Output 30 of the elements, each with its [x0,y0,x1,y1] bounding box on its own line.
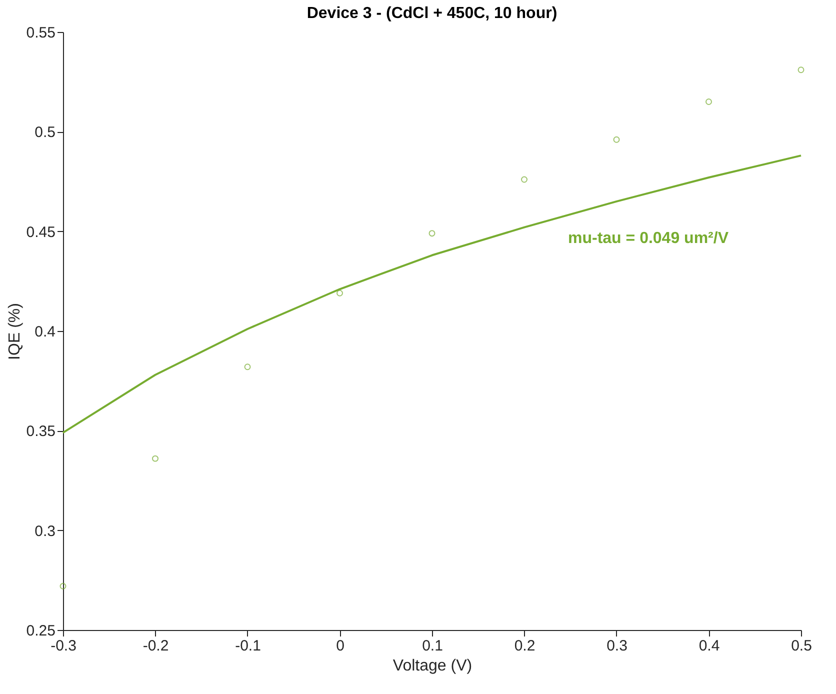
point [428,230,436,237]
y-tick-label: 0.5 [34,124,56,142]
chart-title: Device 3 - (CdCl + 450C, 10 hour) [306,5,558,22]
x-tick-label: 0.4 [698,638,720,654]
y-axis-title: IQE (%) [6,303,24,360]
y-tick-label: 0.3 [34,522,56,540]
x-tick-label: 0.5 [791,638,812,654]
point [152,455,158,462]
x-tick-label: -0.2 [142,638,169,654]
point [521,176,528,183]
line-series [62,154,802,434]
point [613,136,620,143]
x-tick-label: 0.3 [606,638,628,654]
y-tick-label: 0.4 [34,324,56,340]
y-tick-label: 0.35 [26,423,56,440]
x-tick-label: -0.1 [235,638,261,654]
y-tick-label: 0.55 [26,24,56,42]
y-tick-label: 0.45 [26,224,56,241]
x-tick-label: 0 [336,638,344,654]
x-axis-title: Voltage (V) [392,658,472,674]
point [60,582,66,590]
x-tick-label: -0.3 [50,638,76,654]
annotation: mu-tau = 0.049 um²/V [568,230,729,247]
point [706,98,712,105]
y-tick-label: 0.25 [26,622,56,640]
point [798,66,804,74]
x-tick-label: 0.1 [422,638,443,654]
point [336,290,343,296]
x-tick-label: 0.2 [514,638,536,654]
point [244,364,251,370]
